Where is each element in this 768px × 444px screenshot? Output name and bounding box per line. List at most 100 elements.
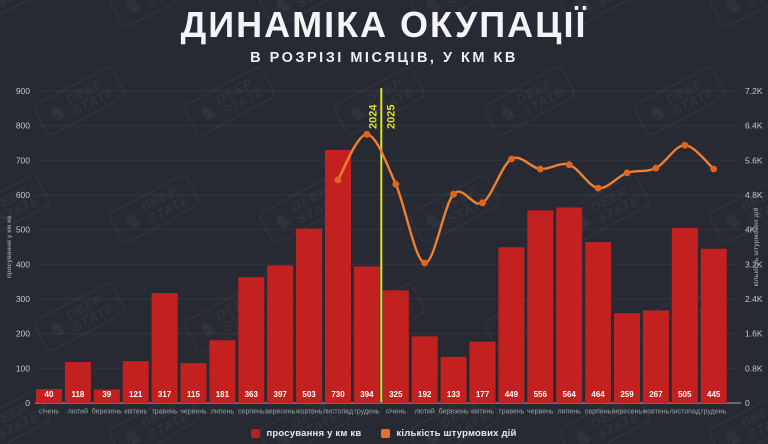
line-point [710, 165, 718, 173]
legend-swatch-orange [381, 429, 391, 438]
bar-листопад [325, 149, 351, 403]
bar-value-label: 730 [331, 390, 345, 399]
line-point [334, 176, 342, 184]
bar-value-label: 192 [418, 390, 432, 399]
bar-value-label: 317 [158, 390, 172, 399]
bar-травень [151, 293, 178, 403]
line-point [565, 161, 573, 169]
bar-value-label: 40 [45, 390, 54, 399]
legend-label-assaults: кількість штурмових дій [396, 428, 517, 439]
bar-value-label: 503 [302, 390, 316, 399]
month-label: жовтень [296, 409, 323, 416]
left-axis-tick: 400 [16, 259, 30, 269]
bar-value-label: 177 [476, 390, 490, 399]
legend-label-advance: просування у км кв [266, 428, 362, 439]
bar-value-label: 397 [274, 390, 288, 399]
left-axis-tick: 900 [16, 86, 30, 96]
right-axis-tick: 3.2K [745, 259, 763, 269]
month-label: серпень [238, 409, 265, 416]
left-axis-tick: 300 [16, 294, 30, 304]
left-axis-tick: 600 [16, 190, 30, 200]
month-label: грудень [701, 409, 726, 416]
bar-серпень [585, 242, 612, 403]
month-label: липень [211, 409, 235, 416]
bar-value-label: 133 [447, 390, 461, 399]
month-label: квітень [124, 408, 147, 416]
bar-березень [93, 389, 120, 403]
bar-value-label: 39 [102, 390, 111, 399]
month-label: серпень [585, 409, 612, 416]
bar-value-label: 121 [129, 390, 143, 399]
bar-грудень [353, 266, 380, 403]
left-axis-tick: 800 [16, 121, 30, 131]
bar-січень [382, 290, 409, 403]
line-point [652, 164, 660, 172]
bar-value-label: 449 [505, 390, 519, 399]
month-label: лютий [415, 408, 435, 416]
assault-actions-line [336, 133, 715, 265]
right-axis-tick: 0 [745, 398, 750, 408]
right-axis-tick: 6.4K [745, 121, 763, 131]
left-axis-tick: 500 [16, 225, 30, 235]
month-label: вересень [612, 409, 643, 416]
chart-legend: просування у км кв кількість штурмових д… [0, 428, 768, 439]
bar-червень [180, 363, 207, 403]
bar-value-label: 445 [707, 390, 721, 399]
legend-item-assaults: кількість штурмових дій [381, 428, 516, 439]
left-axis-tick: 200 [16, 329, 30, 339]
bar-квітень [122, 361, 149, 403]
bar-жовтень [642, 310, 669, 403]
bar-липень [209, 340, 236, 403]
right-axis-tick: 5.6K [745, 155, 763, 165]
year-label-2024: 2024 [367, 104, 379, 129]
left-axis-title: просування у км кв [6, 216, 13, 279]
bar-квітень [469, 341, 496, 403]
line-point [392, 180, 400, 188]
bar-value-label: 181 [216, 390, 230, 399]
left-axis-tick: 700 [16, 155, 30, 165]
bar-вересень [614, 313, 640, 403]
month-label: березень [439, 408, 469, 416]
bar-жовтень [296, 228, 323, 403]
month-label: січень [39, 408, 59, 416]
month-label: листопад [323, 409, 353, 416]
bar-березень [440, 356, 467, 403]
month-label: травень [152, 409, 178, 416]
month-label: листопад [670, 409, 700, 416]
bar-листопад [671, 227, 698, 403]
month-label: вересень [265, 409, 296, 416]
line-point [681, 141, 689, 149]
line-point [421, 259, 429, 267]
left-axis-tick: 100 [16, 363, 30, 373]
bar-value-label: 118 [71, 390, 84, 399]
bar-серпень [238, 277, 265, 403]
line-point [363, 130, 371, 138]
month-label: червень [527, 409, 554, 416]
page-title: ДИНАМІКА ОКУПАЦІЇ [180, 4, 588, 45]
month-label: липень [558, 409, 582, 416]
right-axis-tick: 4K [745, 225, 756, 235]
line-point [450, 190, 457, 198]
month-label: жовтень [643, 409, 670, 416]
legend-item-advance: просування у км кв [251, 428, 361, 439]
bar-червень [527, 210, 554, 403]
bar-грудень [700, 248, 727, 403]
month-label: березень [92, 408, 122, 416]
bar-value-label: 564 [563, 390, 577, 399]
month-label: січень [386, 408, 406, 416]
right-axis-tick: 7.2K [745, 86, 763, 96]
line-point [594, 184, 602, 192]
bar-value-label: 267 [649, 390, 663, 399]
line-point [623, 169, 631, 177]
month-label: травень [498, 409, 524, 416]
right-axis-title: кількість штурмових дій [752, 207, 760, 286]
legend-swatch-red [251, 429, 261, 438]
bar-вересень [267, 265, 294, 403]
line-point [536, 165, 544, 173]
bar-value-label: 115 [187, 390, 200, 399]
bar-value-label: 505 [678, 390, 692, 399]
line-point [508, 155, 515, 163]
right-axis-tick: 0.8K [745, 363, 763, 373]
